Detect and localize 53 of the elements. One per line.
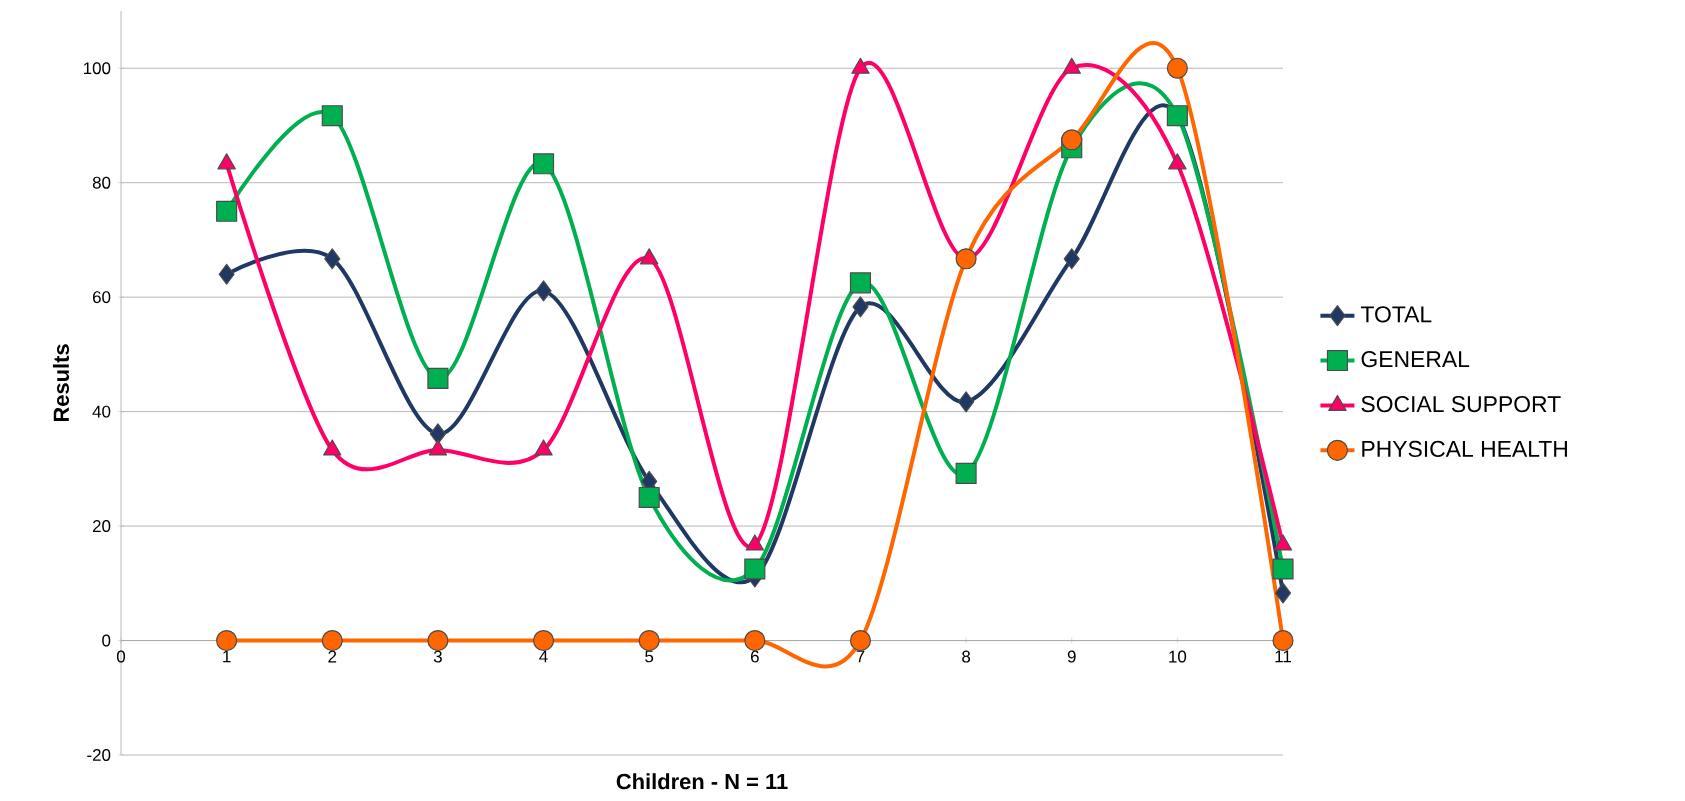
- x-tick-label: 7: [856, 650, 865, 663]
- point: [1063, 248, 1080, 270]
- point: [958, 391, 975, 413]
- point: [849, 272, 872, 294]
- point: [532, 153, 555, 175]
- y-axis-title: Results: [52, 344, 70, 422]
- y-tick-label: 60: [93, 291, 111, 304]
- point: [321, 105, 343, 127]
- point: [849, 629, 872, 652]
- point: [324, 248, 341, 270]
- legend-label: SOCIAL SUPPORT: [1361, 395, 1561, 413]
- y-tick-label: 20: [92, 520, 111, 533]
- point: [1061, 129, 1083, 151]
- x-tick-label: 11: [1275, 650, 1291, 663]
- x-tick-label: 0: [116, 650, 126, 663]
- x-tick-label: 3: [433, 650, 442, 663]
- x-axis-title: Children - N = 11: [616, 773, 788, 790]
- legend-label: GENERAL: [1361, 351, 1470, 368]
- point: [955, 248, 977, 270]
- x-tick-label: 9: [1067, 650, 1076, 663]
- y-tick-label: 0: [102, 634, 111, 647]
- point: [638, 629, 660, 652]
- point: [429, 423, 446, 445]
- point: [216, 200, 238, 222]
- point: [216, 629, 238, 652]
- y-tick-label: 80: [92, 176, 111, 189]
- x-tick-label: 10: [1169, 650, 1187, 663]
- point: [744, 558, 766, 580]
- x-tick-label: 5: [645, 650, 654, 663]
- y-tick-label: -20: [87, 749, 111, 761]
- x-tick-label: 1: [223, 650, 231, 663]
- point: [535, 280, 552, 302]
- point: [532, 629, 555, 652]
- x-tick-label: 8: [962, 650, 971, 663]
- x-tick-label: 4: [539, 650, 548, 663]
- x-tick-label: 6: [750, 650, 759, 663]
- point: [1272, 558, 1294, 580]
- x-tick-label: 2: [328, 650, 337, 663]
- legend-label: TOTAL: [1360, 306, 1432, 323]
- y-tick-label: 40: [92, 405, 111, 418]
- point: [955, 462, 977, 484]
- point: [218, 263, 235, 285]
- point: [1272, 629, 1294, 652]
- point: [852, 296, 869, 318]
- point: [427, 629, 449, 652]
- point: [1274, 582, 1292, 604]
- legend-label: PHYSICAL HEALTH: [1362, 440, 1567, 458]
- point: [638, 486, 660, 509]
- point: [744, 629, 766, 652]
- point: [1166, 57, 1188, 79]
- y-tick-label: 100: [84, 62, 111, 75]
- point: [321, 629, 343, 652]
- point: [427, 367, 449, 389]
